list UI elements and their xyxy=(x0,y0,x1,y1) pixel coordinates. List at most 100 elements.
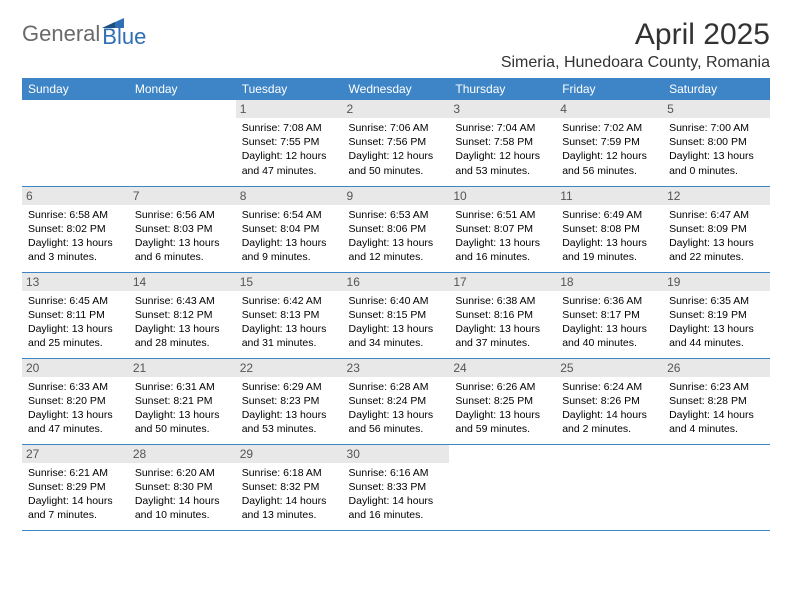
sunset-line: Sunset: 8:20 PM xyxy=(28,394,123,408)
day-number: 16 xyxy=(343,273,450,291)
sunset-line: Sunset: 8:26 PM xyxy=(562,394,657,408)
day-number: 18 xyxy=(556,273,663,291)
sunset-line: Sunset: 8:09 PM xyxy=(669,222,764,236)
daylight-line: Daylight: 13 hours and 47 minutes. xyxy=(28,408,123,436)
calendar-table: SundayMondayTuesdayWednesdayThursdayFrid… xyxy=(22,78,770,531)
day-number: 23 xyxy=(343,359,450,377)
sunset-line: Sunset: 7:55 PM xyxy=(242,135,337,149)
sunrise-line: Sunrise: 7:02 AM xyxy=(562,121,657,135)
day-number: 9 xyxy=(343,187,450,205)
day-number: 7 xyxy=(129,187,236,205)
sunset-line: Sunset: 8:12 PM xyxy=(135,308,230,322)
brand-part2: Blue xyxy=(102,24,146,50)
daylight-line: Daylight: 13 hours and 0 minutes. xyxy=(669,149,764,177)
daylight-line: Daylight: 13 hours and 22 minutes. xyxy=(669,236,764,264)
sunset-line: Sunset: 8:16 PM xyxy=(455,308,550,322)
calendar-header-row: SundayMondayTuesdayWednesdayThursdayFrid… xyxy=(22,78,770,100)
day-number: 24 xyxy=(449,359,556,377)
calendar-body: 1Sunrise: 7:08 AMSunset: 7:55 PMDaylight… xyxy=(22,100,770,530)
calendar-day-cell: 21Sunrise: 6:31 AMSunset: 8:21 PMDayligh… xyxy=(129,358,236,444)
weekday-header: Friday xyxy=(556,78,663,100)
sunset-line: Sunset: 8:13 PM xyxy=(242,308,337,322)
calendar-day-cell: 1Sunrise: 7:08 AMSunset: 7:55 PMDaylight… xyxy=(236,100,343,186)
daylight-line: Daylight: 13 hours and 53 minutes. xyxy=(242,408,337,436)
daylight-line: Daylight: 13 hours and 44 minutes. xyxy=(669,322,764,350)
calendar-week-row: 20Sunrise: 6:33 AMSunset: 8:20 PMDayligh… xyxy=(22,358,770,444)
calendar-day-cell: 16 Sunrise: 6:40 AMSunset: 8:15 PMDayligh… xyxy=(343,272,450,358)
day-number: 8 xyxy=(236,187,343,205)
sunrise-line: Sunrise: 6:47 AM xyxy=(669,208,764,222)
sunrise-line: Sunrise: 6:33 AM xyxy=(28,380,123,394)
day-number: 25 xyxy=(556,359,663,377)
daylight-line: Daylight: 13 hours and 50 minutes. xyxy=(135,408,230,436)
month-title: April 2025 xyxy=(501,18,770,52)
weekday-header: Tuesday xyxy=(236,78,343,100)
calendar-day-cell: 10Sunrise: 6:51 AMSunset: 8:07 PMDayligh… xyxy=(449,186,556,272)
brand-logo: General Blue xyxy=(22,18,146,50)
sunrise-line: Sunrise: 6:36 AM xyxy=(562,294,657,308)
calendar-week-row: 6Sunrise: 6:58 AMSunset: 8:02 PMDaylight… xyxy=(22,186,770,272)
sunrise-line: Sunrise: 6:54 AM xyxy=(242,208,337,222)
day-number: 28 xyxy=(129,445,236,463)
calendar-day-cell: 5Sunrise: 7:00 AMSunset: 8:00 PMDaylight… xyxy=(663,100,770,186)
sunrise-line: Sunrise: 6:53 AM xyxy=(349,208,444,222)
daylight-line: Daylight: 13 hours and 40 minutes. xyxy=(562,322,657,350)
day-number: 15 xyxy=(236,273,343,291)
calendar-day-cell xyxy=(449,444,556,530)
calendar-day-cell xyxy=(129,100,236,186)
sunset-line: Sunset: 8:29 PM xyxy=(28,480,123,494)
calendar-day-cell: 27Sunrise: 6:21 AMSunset: 8:29 PMDayligh… xyxy=(22,444,129,530)
day-number: 6 xyxy=(22,187,129,205)
day-number: 2 xyxy=(343,100,450,118)
sunrise-line: Sunrise: 6:28 AM xyxy=(349,380,444,394)
daylight-line: Daylight: 13 hours and 31 minutes. xyxy=(242,322,337,350)
day-number: 19 xyxy=(663,273,770,291)
sunset-line: Sunset: 8:32 PM xyxy=(242,480,337,494)
daylight-line: Daylight: 13 hours and 28 minutes. xyxy=(135,322,230,350)
calendar-day-cell xyxy=(556,444,663,530)
daylight-line: Daylight: 13 hours and 16 minutes. xyxy=(455,236,550,264)
daylight-line: Daylight: 12 hours and 47 minutes. xyxy=(242,149,337,177)
daylight-line: Daylight: 13 hours and 56 minutes. xyxy=(349,408,444,436)
calendar-day-cell: 20 Sunrise: 6:33 AMSunset: 8:20 PMDayligh… xyxy=(22,358,129,444)
daylight-line: Daylight: 13 hours and 25 minutes. xyxy=(28,322,123,350)
weekday-header: Saturday xyxy=(663,78,770,100)
day-number: 4 xyxy=(556,100,663,118)
sunset-line: Sunset: 8:19 PM xyxy=(669,308,764,322)
weekday-header: Thursday xyxy=(449,78,556,100)
daylight-line: Daylight: 13 hours and 34 minutes. xyxy=(349,322,444,350)
calendar-day-cell: 28Sunrise: 6:20 AMSunset: 8:30 PMDayligh… xyxy=(129,444,236,530)
calendar-day-cell: 19Sunrise: 6:35 AMSunset: 8:19 PMDayligh… xyxy=(663,272,770,358)
sunrise-line: Sunrise: 6:42 AM xyxy=(242,294,337,308)
sunrise-line: Sunrise: 6:23 AM xyxy=(669,380,764,394)
sunrise-line: Sunrise: 6:45 AM xyxy=(28,294,123,308)
daylight-line: Daylight: 14 hours and 16 minutes. xyxy=(349,494,444,522)
sunset-line: Sunset: 8:24 PM xyxy=(349,394,444,408)
sunrise-line: Sunrise: 6:38 AM xyxy=(455,294,550,308)
day-number: 13 xyxy=(22,273,129,291)
sunrise-line: Sunrise: 7:06 AM xyxy=(349,121,444,135)
daylight-line: Daylight: 13 hours and 12 minutes. xyxy=(349,236,444,264)
sunset-line: Sunset: 7:56 PM xyxy=(349,135,444,149)
calendar-day-cell: 18Sunrise: 6:36 AMSunset: 8:17 PMDayligh… xyxy=(556,272,663,358)
daylight-line: Daylight: 14 hours and 4 minutes. xyxy=(669,408,764,436)
calendar-day-cell: 13Sunrise: 6:45 AMSunset: 8:11 PMDayligh… xyxy=(22,272,129,358)
sunrise-line: Sunrise: 6:29 AM xyxy=(242,380,337,394)
calendar-day-cell: 7Sunrise: 6:56 AMSunset: 8:03 PMDaylight… xyxy=(129,186,236,272)
sunset-line: Sunset: 8:30 PM xyxy=(135,480,230,494)
sunset-line: Sunset: 8:08 PM xyxy=(562,222,657,236)
sunrise-line: Sunrise: 6:40 AM xyxy=(349,294,444,308)
daylight-line: Daylight: 13 hours and 9 minutes. xyxy=(242,236,337,264)
sunset-line: Sunset: 8:15 PM xyxy=(349,308,444,322)
sunrise-line: Sunrise: 6:26 AM xyxy=(455,380,550,394)
sunset-line: Sunset: 8:00 PM xyxy=(669,135,764,149)
sunrise-line: Sunrise: 6:21 AM xyxy=(28,466,123,480)
day-number: 20 xyxy=(22,359,129,377)
day-number: 14 xyxy=(129,273,236,291)
daylight-line: Daylight: 12 hours and 53 minutes. xyxy=(455,149,550,177)
day-number: 1 xyxy=(236,100,343,118)
day-number: 21 xyxy=(129,359,236,377)
sunset-line: Sunset: 7:58 PM xyxy=(455,135,550,149)
sunrise-line: Sunrise: 6:43 AM xyxy=(135,294,230,308)
sunrise-line: Sunrise: 7:04 AM xyxy=(455,121,550,135)
